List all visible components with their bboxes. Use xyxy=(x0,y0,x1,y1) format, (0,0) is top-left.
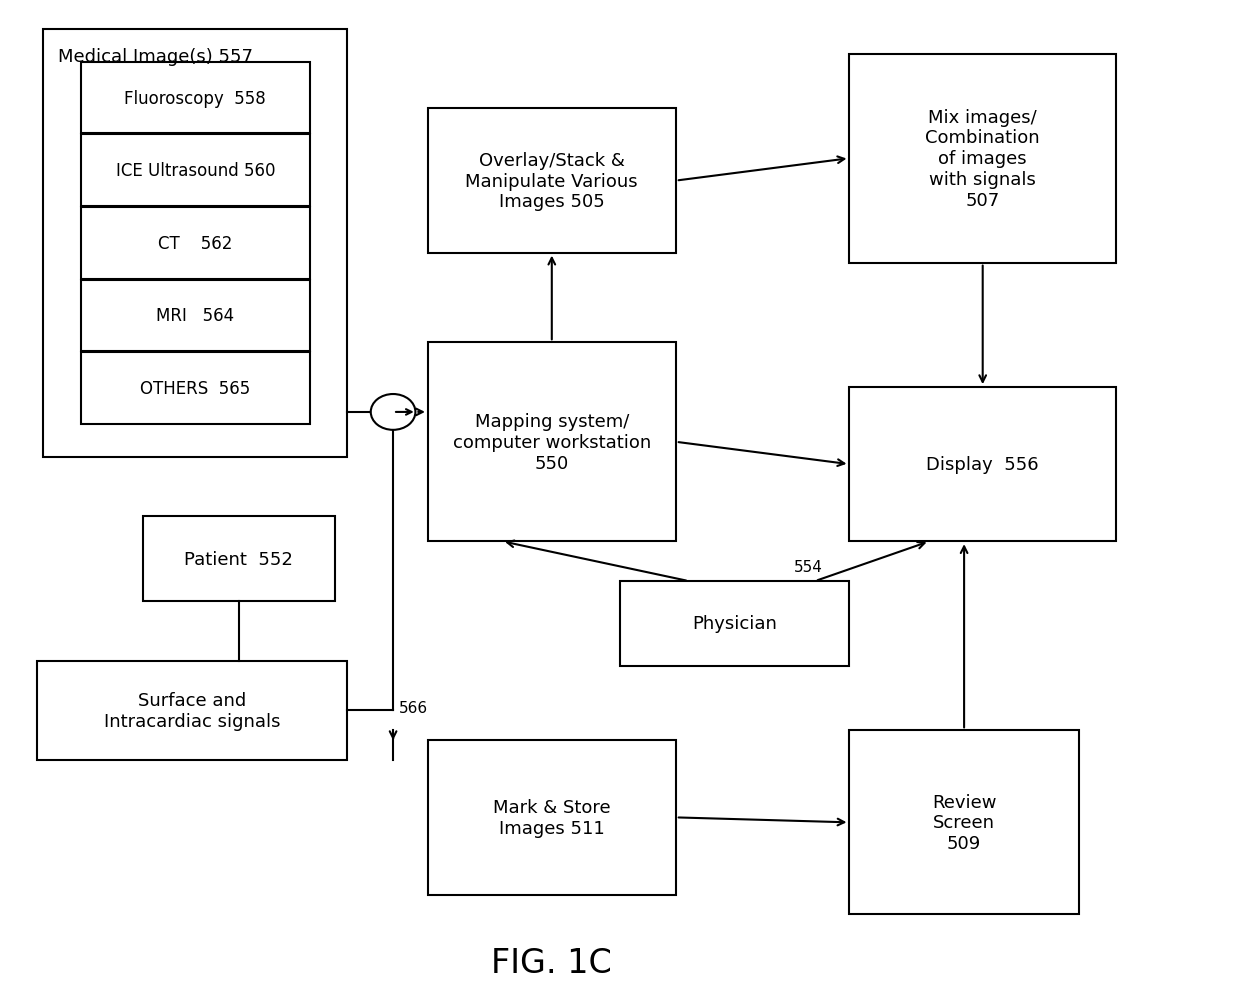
Bar xyxy=(849,55,1116,263)
Bar xyxy=(81,208,310,279)
Bar xyxy=(37,661,347,760)
Bar xyxy=(81,135,310,207)
Text: Surface and
Intracardiac signals: Surface and Intracardiac signals xyxy=(104,692,280,730)
Bar xyxy=(143,517,335,601)
Bar xyxy=(428,741,676,895)
Text: OTHERS  565: OTHERS 565 xyxy=(140,380,250,398)
Text: Mix images/
Combination
of images
with signals
507: Mix images/ Combination of images with s… xyxy=(925,108,1040,210)
Bar xyxy=(43,30,347,457)
Text: Review
Screen
509: Review Screen 509 xyxy=(931,793,997,852)
Bar xyxy=(81,63,310,134)
Text: Overlay/Stack &
Manipulate Various
Images 505: Overlay/Stack & Manipulate Various Image… xyxy=(465,152,639,211)
Text: Fluoroscopy  558: Fluoroscopy 558 xyxy=(124,89,267,107)
Text: FIG. 1C: FIG. 1C xyxy=(491,946,613,979)
Text: Patient  552: Patient 552 xyxy=(185,550,293,569)
Bar xyxy=(428,343,676,542)
Text: 566: 566 xyxy=(399,701,428,716)
Text: MRI   564: MRI 564 xyxy=(156,307,234,325)
Text: Mark & Store
Images 511: Mark & Store Images 511 xyxy=(494,798,610,837)
Text: 554: 554 xyxy=(794,560,822,575)
Text: Mapping system/
computer workstation
550: Mapping system/ computer workstation 550 xyxy=(453,413,651,472)
Text: CT    562: CT 562 xyxy=(159,235,232,252)
Text: Medical Image(s) 557: Medical Image(s) 557 xyxy=(58,48,253,66)
Text: ICE Ultrasound 560: ICE Ultrasound 560 xyxy=(115,162,275,180)
Bar xyxy=(428,109,676,253)
Bar xyxy=(849,731,1079,914)
Text: Physician: Physician xyxy=(692,614,777,633)
Text: Display  556: Display 556 xyxy=(926,455,1039,474)
Bar xyxy=(81,353,310,424)
Bar xyxy=(849,388,1116,542)
Bar xyxy=(620,581,849,666)
Bar xyxy=(81,280,310,352)
Circle shape xyxy=(371,395,415,430)
